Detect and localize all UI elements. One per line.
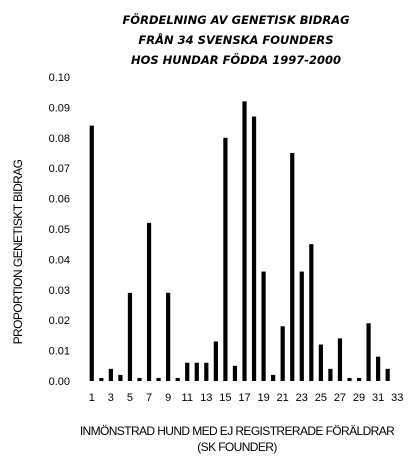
bar [356, 377, 362, 381]
chart-title-line-1: FÖRDELNING AV GENETISK BIDRAG [122, 12, 349, 27]
bar [175, 377, 180, 381]
y-tick-label: 0.01 [49, 346, 70, 358]
bar [385, 368, 390, 381]
y-tick-label: 0.08 [49, 133, 70, 145]
bar [280, 326, 285, 381]
bar [232, 365, 238, 381]
x-tick-label: 27 [334, 392, 346, 404]
bar [347, 377, 352, 381]
x-axis-tick-labels: 1 3 5 7 9 11 13 15 17 19 21 23 25 27 29 31 33 [89, 392, 404, 404]
x-axis-label-line-2: (SK FOUNDER) [197, 440, 277, 454]
bar [146, 222, 152, 381]
bar [376, 356, 381, 381]
bar [366, 323, 371, 381]
bar [223, 137, 228, 381]
bar [328, 368, 333, 381]
bar [137, 377, 142, 381]
bar [318, 344, 323, 381]
x-tick-label: 33 [391, 392, 403, 404]
bar [337, 338, 343, 381]
bar [213, 341, 218, 381]
bar [185, 362, 190, 381]
bar [299, 271, 304, 381]
y-tick-label: 0.07 [49, 163, 70, 175]
bar [261, 271, 266, 381]
x-tick-label: 15 [219, 392, 231, 404]
x-tick-label: 31 [372, 392, 384, 404]
x-tick-label: 13 [200, 392, 212, 404]
y-tick-label: 0.10 [49, 72, 70, 84]
bar [118, 374, 123, 381]
bar [127, 292, 133, 381]
chart-title: FÖRDELNING AV GENETISK BIDRAG FRÅN 34 SV… [122, 12, 349, 67]
bar [309, 244, 314, 381]
x-tick-label: 11 [182, 392, 193, 404]
chart-title-line-3: HOS HUNDAR FÖDDA 1997-2000 [131, 52, 341, 67]
bar [290, 153, 295, 381]
x-tick-label: 9 [165, 392, 171, 404]
x-tick-label: 17 [238, 392, 250, 404]
x-tick-label: 23 [296, 392, 308, 404]
x-tick-label: 1 [89, 392, 95, 404]
y-tick-label: 0.09 [49, 102, 70, 114]
x-tick-label: 21 [277, 392, 289, 404]
y-tick-label: 0.02 [49, 315, 70, 327]
bar [204, 362, 209, 381]
bar [251, 116, 257, 382]
chart-title-line-2: FRÅN 34 SVENSKA FOUNDERS [138, 32, 333, 47]
x-tick-label: 7 [146, 392, 152, 404]
y-tick-label: 0.04 [49, 254, 70, 266]
y-axis-label: PROPORTION GENETISKT BIDRAG [11, 159, 25, 344]
x-tick-label: 29 [353, 392, 365, 404]
bars [89, 101, 390, 382]
x-tick-label: 25 [315, 392, 327, 404]
bar [108, 368, 113, 381]
bar [156, 377, 161, 381]
bar [271, 374, 276, 381]
x-axis-label-line-1: INMÖNSTRAD HUND MED EJ REGISTRERADE FÖRÄ… [80, 424, 395, 438]
x-tick-label: 5 [127, 392, 133, 404]
y-tick-label: 0.05 [49, 224, 70, 236]
bar [242, 101, 247, 381]
y-tick-label: 0.00 [49, 376, 70, 388]
bar [166, 292, 171, 381]
y-axis-tick-labels: 0.00 0.01 0.02 0.03 0.04 0.05 0.06 0.07 0.08 0.09… [49, 72, 70, 388]
x-tick-label: 3 [108, 392, 114, 404]
bar [194, 362, 199, 381]
bar [89, 125, 94, 381]
bar [99, 377, 104, 381]
y-tick-label: 0.03 [49, 285, 70, 297]
y-tick-label: 0.06 [49, 194, 70, 206]
x-tick-label: 19 [257, 392, 269, 404]
